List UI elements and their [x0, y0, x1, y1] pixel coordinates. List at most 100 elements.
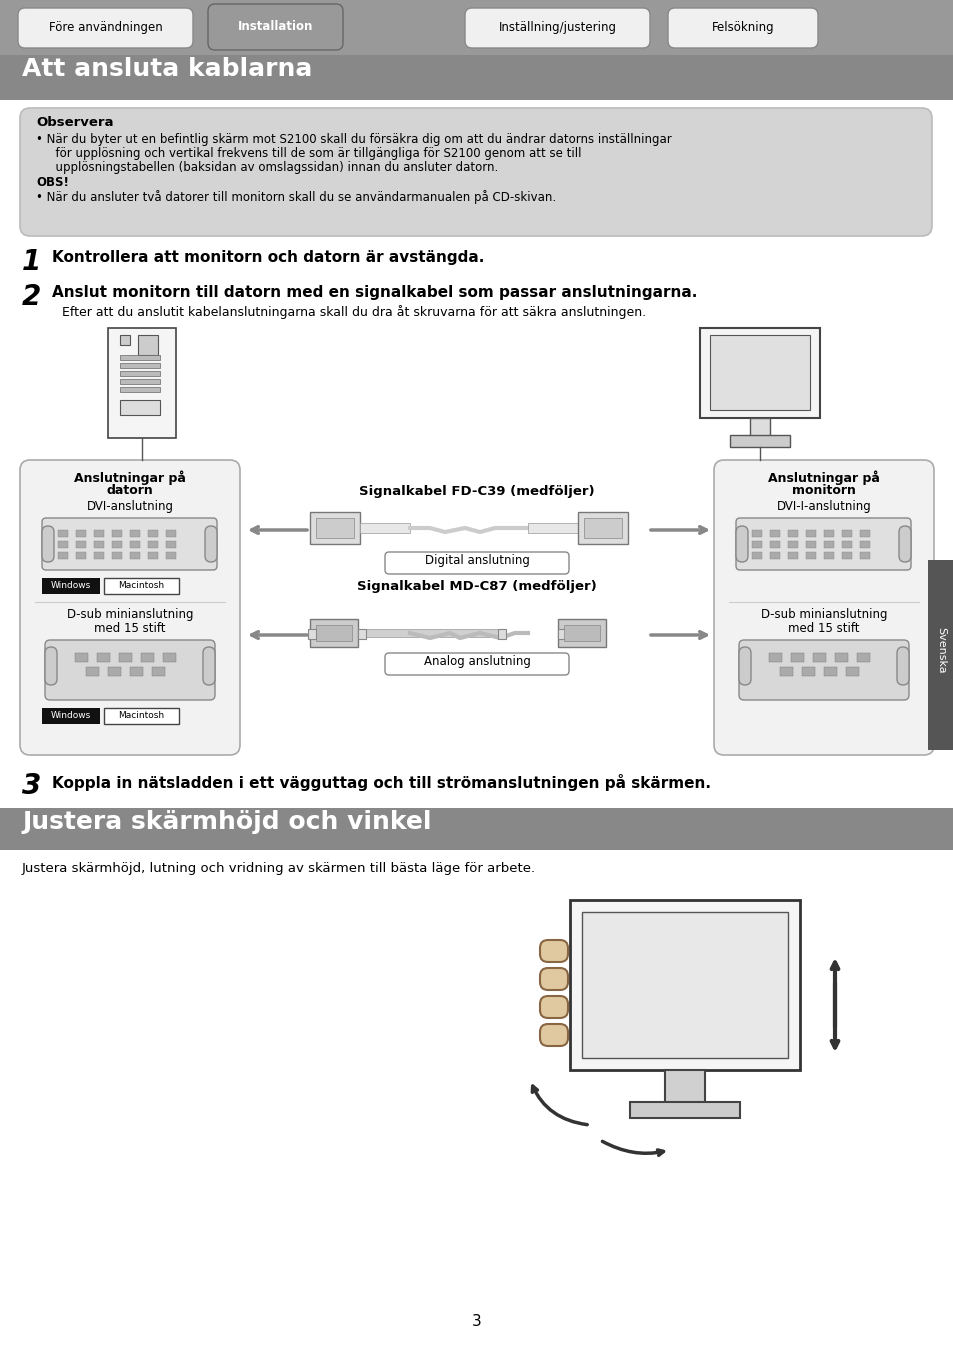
Bar: [148, 531, 158, 537]
Bar: [58, 531, 68, 537]
Bar: [834, 653, 847, 662]
Bar: [927, 560, 953, 751]
Bar: [359, 522, 410, 533]
FancyBboxPatch shape: [739, 640, 908, 701]
Text: • När du byter ut en befintlig skärm mot S2100 skall du försäkra dig om att du ä: • När du byter ut en befintlig skärm mot…: [36, 134, 671, 146]
Bar: [119, 653, 132, 662]
Text: Svenska: Svenska: [935, 626, 945, 674]
FancyBboxPatch shape: [385, 552, 568, 574]
Text: Justera skärmhöjd, lutning och vridning av skärmen till bästa läge för arbete.: Justera skärmhöjd, lutning och vridning …: [22, 863, 536, 875]
Bar: [75, 653, 88, 662]
Bar: [769, 541, 780, 548]
Bar: [120, 371, 160, 377]
Bar: [148, 541, 158, 548]
FancyBboxPatch shape: [735, 526, 747, 562]
Bar: [859, 541, 869, 548]
Bar: [700, 328, 820, 418]
Bar: [812, 653, 825, 662]
Text: 1: 1: [22, 248, 41, 275]
Bar: [357, 629, 497, 637]
Text: Anslutningar på: Anslutningar på: [767, 470, 879, 485]
Bar: [76, 552, 86, 559]
Bar: [315, 625, 352, 641]
Bar: [769, 531, 780, 537]
Bar: [558, 620, 605, 647]
Bar: [790, 653, 803, 662]
Text: med 15 stift: med 15 stift: [787, 622, 859, 634]
Bar: [768, 653, 781, 662]
FancyBboxPatch shape: [45, 647, 57, 684]
Bar: [310, 620, 357, 647]
Bar: [823, 531, 833, 537]
Bar: [841, 552, 851, 559]
Bar: [845, 667, 858, 676]
Bar: [130, 541, 140, 548]
Text: Macintosh: Macintosh: [118, 582, 164, 590]
FancyBboxPatch shape: [896, 647, 908, 684]
Bar: [120, 335, 130, 346]
Bar: [163, 653, 175, 662]
Bar: [120, 387, 160, 392]
FancyBboxPatch shape: [18, 8, 193, 49]
Bar: [112, 552, 122, 559]
Text: 2: 2: [22, 284, 41, 310]
Bar: [859, 552, 869, 559]
Bar: [497, 629, 505, 639]
Bar: [787, 531, 797, 537]
Text: DVI-anslutning: DVI-anslutning: [87, 500, 173, 513]
FancyBboxPatch shape: [539, 968, 567, 990]
Bar: [729, 435, 789, 447]
Text: OBS!: OBS!: [36, 176, 69, 189]
FancyBboxPatch shape: [20, 460, 240, 755]
Text: Anslut monitorn till datorn med en signalkabel som passar anslutningarna.: Anslut monitorn till datorn med en signa…: [52, 285, 697, 300]
FancyBboxPatch shape: [208, 4, 343, 50]
Bar: [749, 418, 769, 437]
Bar: [76, 541, 86, 548]
Bar: [569, 900, 800, 1071]
Text: Installation: Installation: [237, 20, 313, 34]
Text: Observera: Observera: [36, 116, 113, 130]
Bar: [856, 653, 869, 662]
Bar: [166, 541, 175, 548]
Text: Signalkabel FD-C39 (medföljer): Signalkabel FD-C39 (medföljer): [359, 485, 594, 498]
Bar: [148, 552, 158, 559]
FancyBboxPatch shape: [898, 526, 910, 562]
FancyBboxPatch shape: [203, 647, 214, 684]
Bar: [42, 578, 100, 594]
Bar: [130, 531, 140, 537]
Bar: [823, 552, 833, 559]
Text: Att ansluta kablarna: Att ansluta kablarna: [22, 57, 312, 81]
Bar: [823, 541, 833, 548]
Text: Inställning/justering: Inställning/justering: [498, 22, 616, 35]
Bar: [0, 55, 953, 100]
Bar: [120, 379, 160, 383]
Bar: [558, 629, 565, 639]
Text: Efter att du anslutit kabelanslutningarna skall du dra åt skruvarna för att säkr: Efter att du anslutit kabelanslutningarn…: [62, 305, 645, 319]
Bar: [805, 531, 815, 537]
Bar: [0, 0, 953, 55]
Bar: [664, 1071, 704, 1106]
Text: Macintosh: Macintosh: [118, 711, 164, 721]
Text: datorn: datorn: [107, 485, 153, 497]
Bar: [841, 531, 851, 537]
Bar: [583, 518, 621, 539]
Bar: [841, 541, 851, 548]
Bar: [76, 531, 86, 537]
Bar: [751, 552, 761, 559]
Text: • När du ansluter två datorer till monitorn skall du se användarmanualen på CD-s: • När du ansluter två datorer till monit…: [36, 190, 556, 204]
FancyBboxPatch shape: [713, 460, 933, 755]
Bar: [780, 667, 792, 676]
FancyBboxPatch shape: [42, 526, 54, 562]
Bar: [769, 552, 780, 559]
Bar: [120, 363, 160, 369]
FancyBboxPatch shape: [45, 640, 214, 701]
Text: 3: 3: [472, 1315, 481, 1330]
Bar: [94, 552, 104, 559]
FancyBboxPatch shape: [464, 8, 649, 49]
Text: DVI-I-anslutning: DVI-I-anslutning: [776, 500, 870, 513]
FancyBboxPatch shape: [42, 518, 216, 570]
Text: Analog anslutning: Analog anslutning: [423, 655, 530, 668]
Bar: [152, 667, 165, 676]
FancyBboxPatch shape: [735, 518, 910, 570]
Bar: [120, 355, 160, 360]
